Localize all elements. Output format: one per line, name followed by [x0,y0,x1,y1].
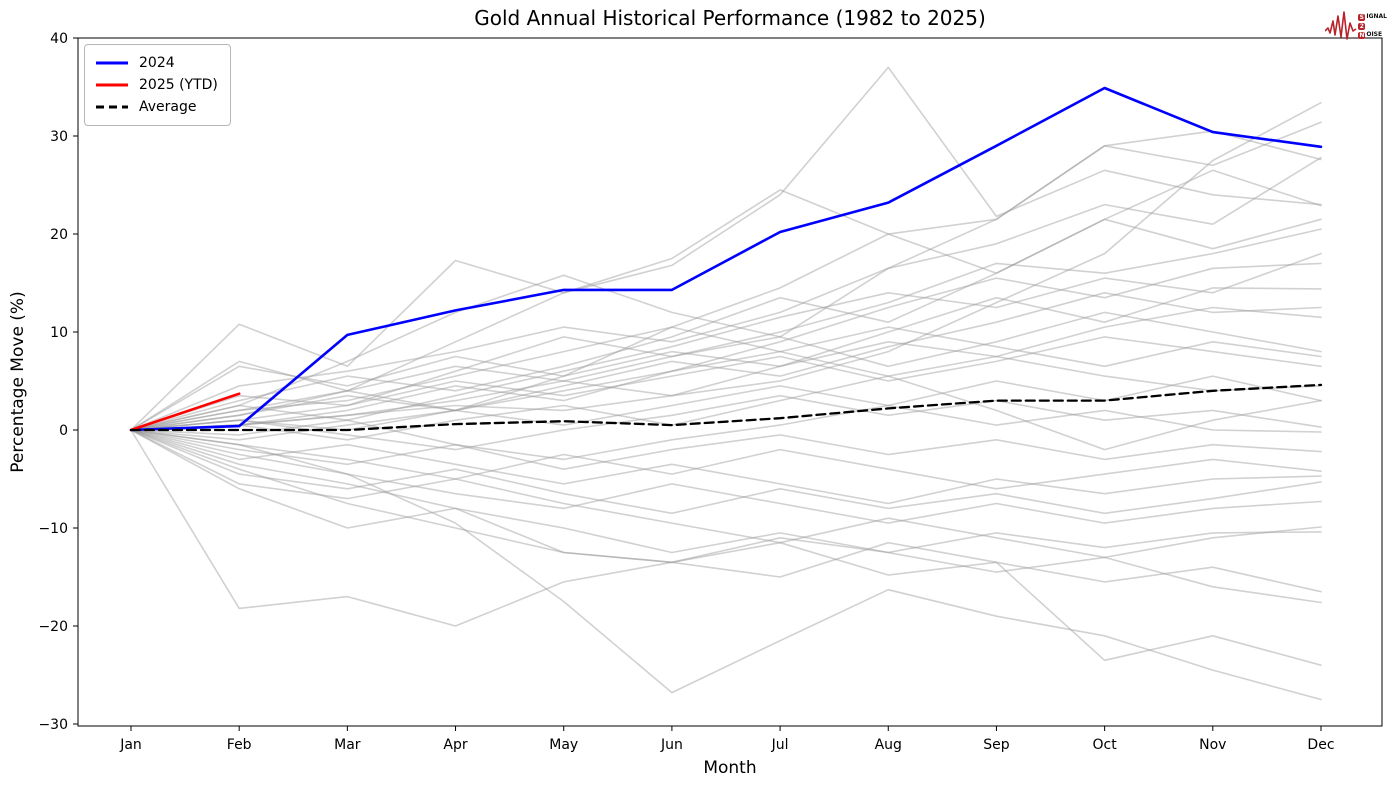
history-year-line [130,375,1322,441]
y-tick-label: −20 [38,619,68,635]
axes-frame [77,37,1383,727]
logo-box-n: N [1358,31,1366,39]
history-year-line [130,326,1322,431]
logo-line-noise: N OISE [1358,31,1387,40]
x-tick-label: Jul [771,737,789,753]
y-tick-label: 10 [50,325,68,341]
x-tick-label: Feb [227,737,252,753]
history-year-line [130,429,1322,559]
history-year-line [130,429,1322,524]
history-year-line [130,262,1322,431]
legend-label: 2024 [139,55,175,71]
history-year-line [130,429,1322,471]
history-year-line [130,429,1322,515]
legend-swatch [96,105,128,109]
y-tick-label: −10 [38,521,68,537]
y-tick-label: 20 [50,227,68,243]
history-year-line [130,429,1322,505]
history-year-line [130,218,1322,431]
y-tick-label: 40 [50,31,68,47]
legend-swatch [96,61,128,65]
legend-swatch [96,83,128,87]
logo-rest-ignal: IGNAL [1366,13,1387,20]
x-tick-label: Aug [875,737,902,753]
history-year-line [130,156,1322,431]
y-tick-label: 0 [59,423,68,439]
signal2noise-logo: S IGNAL 2 N OISE [1325,7,1387,45]
y-tick-label: −30 [38,717,68,733]
x-tick-label: Dec [1307,737,1334,753]
series-line-2025-ytd- [129,392,241,432]
history-year-line [130,429,1322,554]
logo-text: S IGNAL 2 N OISE [1358,13,1387,40]
x-axis-label: Month [703,758,757,778]
x-tick-label: Mar [334,737,361,753]
history-year-line [130,121,1322,431]
legend-label: 2025 (YTD) [139,77,218,93]
chart-title: Gold Annual Historical Performance (1982… [474,6,986,30]
history-year-line [130,429,1322,593]
history-year-line [130,404,1322,461]
x-tick-label: Apr [443,737,467,753]
history-year-line [130,429,1322,490]
history-year-line [130,336,1322,431]
x-tick-label: May [549,737,578,753]
series-line-average [129,383,1323,432]
y-tick-label: 30 [50,129,68,145]
logo-box-s: S [1358,13,1366,21]
legend-item-2024: 2024 [95,52,218,74]
history-year-line [130,228,1322,431]
legend-item-2025-ytd-: 2025 (YTD) [95,74,218,96]
logo-box-2: 2 [1358,22,1366,30]
history-year-line [130,130,1322,431]
history-year-line [130,429,1322,627]
history-year-line [130,66,1322,431]
x-tick-label: Oct [1093,737,1118,753]
history-year-line [130,252,1322,431]
ecg-waveform-icon [1325,11,1357,40]
history-year-line [130,355,1322,441]
x-tick-label: Jan [119,737,142,753]
history-year-line [130,291,1322,431]
history-year-line [130,311,1322,431]
x-tick-label: Nov [1199,737,1226,753]
history-year-line [130,101,1322,431]
history-year-line [130,429,1322,701]
logo-line-2: 2 [1358,22,1387,31]
y-axis-label: Percentage Move (%) [8,291,28,473]
x-tick-label: Sep [983,737,1010,753]
history-year-line [130,306,1322,431]
logo-rest-oise: OISE [1366,31,1383,38]
history-year-line [130,326,1322,451]
x-tick-label: Jun [660,737,683,753]
history-year-line [130,287,1322,431]
legend: 2024 2025 (YTD) Average [84,44,231,126]
logo-line-signal: S IGNAL [1358,13,1387,22]
history-year-line [130,394,1322,451]
history-year-line [130,429,1322,667]
legend-item-average: Average [95,96,218,118]
legend-label: Average [139,99,197,115]
history-year-line [130,169,1322,431]
series-line-2024 [129,86,1323,432]
